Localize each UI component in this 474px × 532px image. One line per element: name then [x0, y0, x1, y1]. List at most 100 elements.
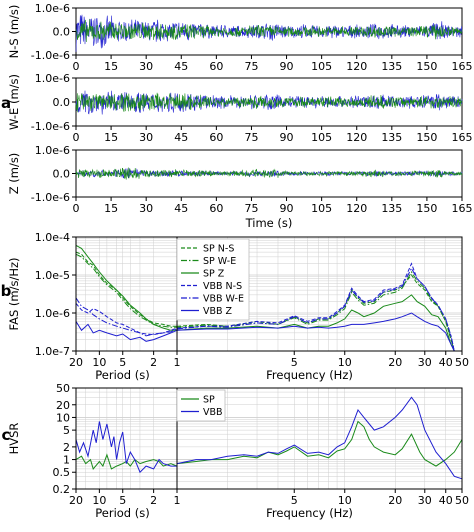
x-tick-label: 1	[174, 356, 181, 369]
legend-box	[176, 389, 226, 422]
panel-label-b: b	[1, 282, 12, 300]
x-tick-label: 45	[174, 131, 188, 144]
y-tick-label: -1.0e-6	[31, 120, 70, 133]
series-line	[75, 253, 177, 328]
panel-label-a: a	[1, 94, 11, 112]
y-tick-label: 2	[63, 441, 70, 454]
series-line	[75, 421, 177, 474]
x-tick-label: 45	[174, 60, 188, 73]
series-line	[176, 420, 463, 467]
x-tick-label: 15	[104, 60, 118, 73]
y-tick-label: 50	[56, 382, 70, 395]
x-tick-label: 75	[244, 131, 258, 144]
legend-label: SP	[203, 395, 215, 406]
x-tick-label: 50	[455, 356, 469, 369]
x-tick-label: 20	[388, 356, 402, 369]
y-axis-label: N-S (m/s)	[7, 5, 21, 59]
vbb-trace	[75, 14, 463, 52]
y-axis-label: W-E (m/s)	[7, 74, 21, 130]
legend-label: SP W-E	[203, 256, 236, 267]
sp-trace	[75, 19, 463, 43]
x-tick-label: 20	[69, 494, 83, 507]
x-tick-label: 105	[311, 202, 332, 215]
period-axis-label: Period (s)	[95, 368, 149, 382]
x-tick-label: 0	[73, 202, 80, 215]
sp-trace	[75, 92, 463, 113]
x-tick-label: 5	[119, 356, 126, 369]
x-tick-label: 2	[150, 356, 157, 369]
legend-label: VBB	[203, 407, 223, 418]
x-tick-label: 75	[244, 60, 258, 73]
x-tick-label: 2	[150, 494, 157, 507]
x-tick-label: 20	[388, 494, 402, 507]
y-axis-label: Z (m/s)	[7, 153, 21, 195]
x-tick-label: 15	[104, 131, 118, 144]
x-tick-label: 165	[452, 131, 473, 144]
x-tick-label: 40	[439, 494, 453, 507]
y-axis-label: HVSR	[7, 423, 21, 455]
sp-trace	[75, 167, 463, 180]
y-tick-label: 1.0e-6	[35, 2, 70, 15]
y-tick-label: 1.0e-4	[35, 231, 70, 244]
x-tick-label: 10	[338, 356, 352, 369]
series-line	[176, 312, 455, 352]
x-tick-label: 60	[209, 60, 223, 73]
y-tick-label: 20	[56, 399, 70, 412]
y-tick-label: 0.5	[53, 466, 71, 479]
y-tick-label: 1.0e-5	[35, 269, 70, 282]
series-line	[176, 267, 455, 352]
x-tick-label: 105	[311, 60, 332, 73]
y-tick-label: 1.0e-6	[35, 307, 70, 320]
x-tick-label: 75	[244, 202, 258, 215]
x-tick-label: 30	[139, 202, 153, 215]
x-tick-label: 5	[291, 356, 298, 369]
y-axis-label: FAS (m/s/Hz)	[7, 258, 21, 331]
y-tick-label: 5	[63, 424, 70, 437]
series-line	[75, 321, 178, 342]
y-tick-label: 0.0	[53, 168, 71, 181]
x-tick-label: 150	[416, 131, 437, 144]
y-tick-label: 1.0e-6	[35, 72, 70, 85]
legend-box	[176, 238, 250, 321]
y-tick-label: 1.0e-6	[35, 144, 70, 157]
series-line	[75, 297, 178, 337]
x-tick-label: 20	[69, 356, 83, 369]
x-tick-label: 10	[92, 494, 106, 507]
x-tick-label: 0	[73, 131, 80, 144]
x-tick-label: 30	[418, 494, 432, 507]
x-tick-label: 60	[209, 131, 223, 144]
series-line	[75, 244, 177, 331]
x-axis-label: Time (s)	[245, 216, 293, 230]
x-tick-label: 105	[311, 131, 332, 144]
x-tick-label: 120	[346, 131, 367, 144]
plot-frame	[75, 236, 463, 352]
legend-label: VBB Z	[203, 306, 233, 317]
y-tick-label: -1.0e-6	[31, 191, 70, 204]
x-tick-label: 10	[338, 494, 352, 507]
x-tick-label: 120	[346, 60, 367, 73]
x-tick-label: 150	[416, 60, 437, 73]
series-line	[176, 396, 463, 480]
x-tick-label: 30	[139, 131, 153, 144]
x-tick-label: 45	[174, 202, 188, 215]
x-tick-label: 30	[418, 356, 432, 369]
x-tick-label: 135	[381, 202, 402, 215]
x-tick-label: 1	[174, 494, 181, 507]
x-tick-label: 5	[119, 494, 126, 507]
x-tick-label: 165	[452, 202, 473, 215]
frequency-axis-label: Frequency (Hz)	[266, 506, 353, 520]
period-axis-label: Period (s)	[95, 506, 149, 520]
legend-label: SP Z	[203, 269, 225, 280]
x-tick-label: 150	[416, 202, 437, 215]
x-tick-label: 0	[73, 60, 80, 73]
y-tick-label: 1.0e-7	[35, 345, 70, 358]
legend-label: SP N-S	[203, 244, 234, 255]
x-tick-label: 135	[381, 131, 402, 144]
x-tick-label: 90	[280, 202, 294, 215]
x-tick-label: 40	[439, 356, 453, 369]
plot-frame	[75, 387, 463, 490]
y-tick-label: -1.0e-6	[31, 49, 70, 62]
x-tick-label: 90	[280, 131, 294, 144]
x-tick-label: 135	[381, 60, 402, 73]
